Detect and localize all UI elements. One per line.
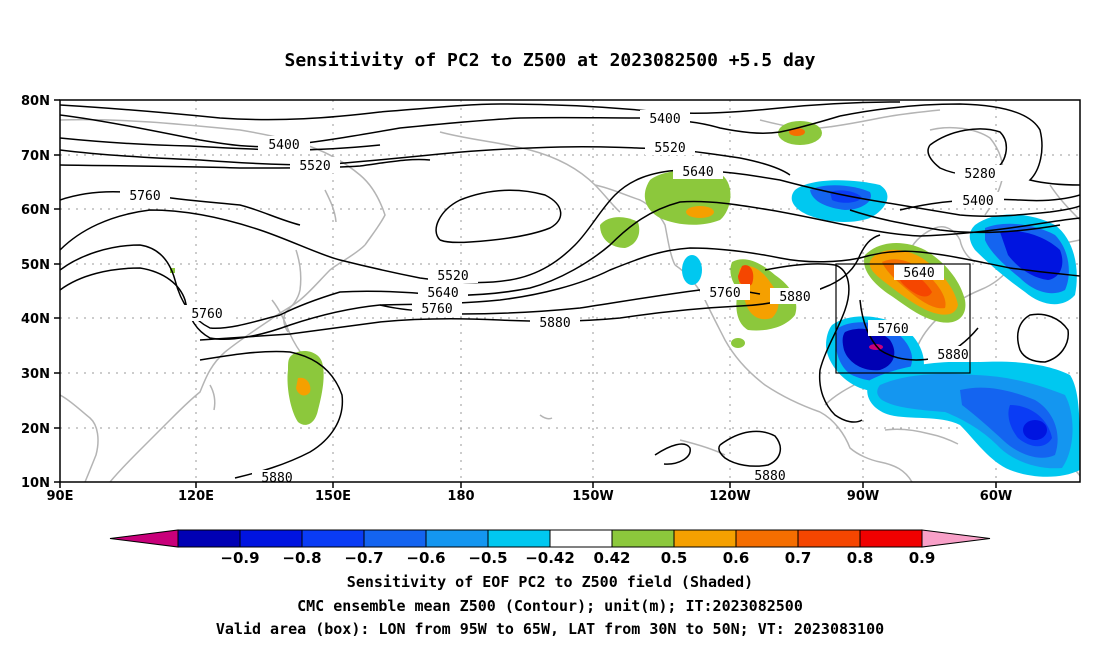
contour-label: 5400: [649, 112, 680, 127]
shading-orange-greenland: [789, 128, 805, 136]
colorbar-segment: [487, 529, 551, 548]
shading-red-west-us: [738, 265, 754, 287]
colorbar-label: 0.9: [909, 549, 936, 567]
colorbar-label: −0.7: [344, 549, 383, 567]
lat-tick-label: 80N: [21, 94, 50, 109]
colorbar-label: −0.5: [468, 549, 507, 567]
colorbar-over-triangle: [921, 529, 991, 548]
contour-label: 5880: [937, 348, 968, 363]
lon-tick-label: 120E: [178, 489, 214, 504]
colorbar: [109, 529, 991, 548]
shading-navy-atlantic: [1023, 420, 1047, 440]
shading-orange-wpacific: [296, 377, 311, 396]
contour-label: 5760: [421, 302, 452, 317]
lon-tick-label: 180: [447, 489, 474, 504]
contour-label: 5400: [962, 194, 993, 209]
contour-label: 5880: [779, 290, 810, 305]
lon-tick-label: 90E: [47, 489, 74, 504]
lon-tick-label: 120W: [709, 489, 750, 504]
contour-label: 5880: [261, 471, 292, 486]
lon-tick-label: 150W: [572, 489, 613, 504]
colorbar-segment: [239, 529, 303, 548]
contour-label: 5520: [437, 269, 468, 284]
sensitivity-shading: [170, 121, 1080, 477]
contour-label: 5640: [682, 165, 713, 180]
tick-marks: [54, 99, 997, 488]
lat-tick-label: 20N: [21, 422, 50, 437]
contour-label: 5760: [129, 189, 160, 204]
colorbar-label: 0.5: [661, 549, 688, 567]
contour-label: 5880: [754, 469, 785, 484]
shading-green-small: [170, 268, 175, 273]
caption-shaded: Sensitivity of EOF PC2 to Z500 field (Sh…: [346, 573, 754, 591]
colorbar-label: 0.7: [785, 549, 812, 567]
contour-label: 5400: [268, 138, 299, 153]
lat-tick-label: 30N: [21, 367, 50, 382]
valid-area-box: [835, 263, 971, 374]
contour-label: 5280: [964, 167, 995, 182]
colorbar-labels: −0.9 −0.8 −0.7 −0.6 −0.5 −0.42 0.42 0.5 0.6 0.7 0.…: [220, 549, 935, 567]
lon-axis-labels: 90E 120E 150E 180 150W 120W 90W 60W: [47, 489, 1013, 504]
colorbar-segment: [611, 529, 675, 548]
caption-valid-area: Valid area (box): LON from 95W to 65W, L…: [215, 620, 885, 638]
contour-label: 5520: [654, 141, 685, 156]
contour-label: 5520: [299, 159, 330, 174]
shading-green-west-us-small: [731, 338, 745, 348]
map-title: Sensitivity of PC2 to Z500 at 2023082500…: [284, 50, 816, 71]
contour-label: 5760: [709, 286, 740, 301]
colorbar-segment: [363, 529, 427, 548]
shading-darkblue-labrador: [1000, 230, 1063, 280]
contour-label: 5640: [903, 266, 934, 281]
lat-tick-label: 10N: [21, 476, 50, 491]
lon-tick-label: 90W: [847, 489, 879, 504]
colorbar-label: 0.42: [593, 549, 630, 567]
colorbar-segment: [797, 529, 861, 548]
lat-tick-label: 50N: [21, 258, 50, 273]
shading-green-bc: [600, 217, 640, 248]
colorbar-label: −0.9: [220, 549, 259, 567]
colorbar-under-triangle: [109, 529, 179, 548]
contour-labels: 5400 5400 5400 5520 5520 5520 5640 5640 …: [120, 110, 1005, 486]
colorbar-segment: [549, 529, 613, 548]
colorbar-segment: [425, 529, 489, 548]
lat-axis-labels: 80N 70N 60N 50N 40N 30N 20N 10N: [21, 94, 50, 491]
colorbar-segment: [859, 529, 923, 548]
colorbar-segment: [177, 529, 241, 548]
lon-tick-label: 150E: [315, 489, 351, 504]
colorbar-segment: [735, 529, 799, 548]
colorbar-label: −0.42: [525, 549, 575, 567]
lat-tick-label: 60N: [21, 203, 50, 218]
contour-label: 5640: [427, 286, 458, 301]
contour-label: 5760: [877, 322, 908, 337]
plot-frame: [59, 99, 1081, 483]
colorbar-segment: [673, 529, 737, 548]
caption-contour: CMC ensemble mean Z500 (Contour); unit(m…: [297, 597, 803, 615]
colorbar-label: −0.8: [282, 549, 321, 567]
colorbar-label: 0.8: [847, 549, 874, 567]
colorbar-label: 0.6: [723, 549, 750, 567]
contour-label: 5760: [191, 307, 222, 322]
colorbar-label: −0.6: [406, 549, 445, 567]
lon-tick-label: 60W: [980, 489, 1012, 504]
contour-label: 5880: [539, 316, 570, 331]
shading-cyan-westcoast: [682, 255, 702, 285]
colorbar-segment: [301, 529, 365, 548]
shading-darkblue-gulf: [842, 328, 895, 371]
lat-tick-label: 40N: [21, 312, 50, 327]
shading-orange-alaska: [686, 206, 714, 218]
lat-tick-label: 70N: [21, 149, 50, 164]
